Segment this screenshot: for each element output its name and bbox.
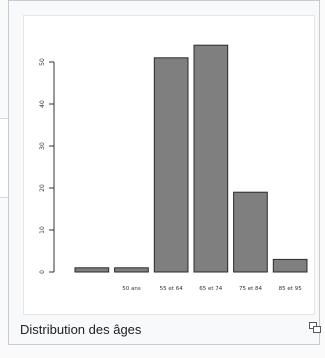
x-tick-label: 75 et 84 [239,286,263,292]
enlarge-icon[interactable] [309,322,321,333]
y-tick-label: 20 [39,184,46,192]
y-tick-label: 50 [39,58,46,66]
bar [74,267,110,273]
x-tick-label: 50 ans [122,286,141,292]
bar [193,44,229,273]
figure-caption: Distribution des âges [20,322,142,337]
y-tick-label: 30 [39,142,46,150]
chart-image[interactable]: 0 10 20 30 40 50 50 ans 55 et 64 65 et 74 75 et 8… [23,15,315,315]
bar-chart: 0 10 20 30 40 50 50 ans 55 et 64 65 et 74 75 et 8… [39,44,308,292]
x-tick-label: 55 et 64 [160,286,184,292]
bar [233,191,268,273]
y-tick-label: 0 [39,270,46,274]
x-tick-label: 85 et 95 [279,286,303,292]
figure-thumbnail[interactable]: 0 10 20 30 40 50 50 ans 55 et 64 65 et 74 75 et 8… [8,0,320,345]
y-tick-label: 10 [39,226,46,234]
bar [153,57,189,273]
x-tick-label: 65 et 74 [199,286,223,292]
y-tick-label: 40 [39,100,46,108]
bar [272,258,308,273]
adjacent-panel-edge [0,118,10,198]
bar [114,267,149,273]
